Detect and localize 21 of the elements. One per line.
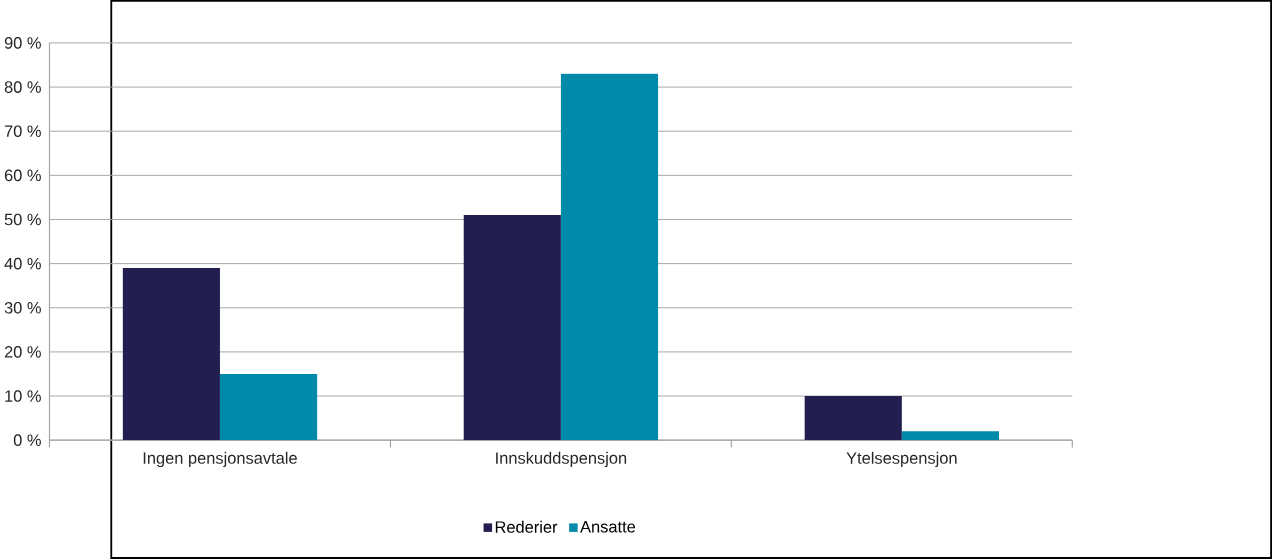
bar: [901, 431, 1000, 441]
bar: [122, 268, 220, 441]
bar: [219, 374, 318, 441]
y-tick-label: 50 %: [4, 213, 41, 226]
x-tick-label: Innskuddspensjon: [496, 451, 627, 468]
bar: [804, 396, 902, 441]
bar: [463, 215, 561, 441]
y-tick-label: 80 %: [4, 81, 41, 93]
x-tick-label: Ingen pensjonsavtale: [143, 451, 297, 468]
y-tick-label: 30 %: [4, 302, 41, 314]
x-tick-label: Ytelsespensjon: [846, 451, 957, 468]
y-tick-label: 70 %: [4, 125, 41, 138]
legend-label: Ansatte: [580, 521, 636, 533]
y-tick-label: 10 %: [5, 390, 41, 402]
y-tick-label: 40 %: [4, 257, 41, 270]
legend-label: Rederier: [495, 520, 558, 533]
y-tick-label: 0 %: [13, 434, 41, 447]
y-tick-label: 20 %: [4, 346, 41, 358]
y-tick-label: 90 %: [4, 37, 41, 49]
bar: [560, 73, 659, 441]
y-tick-label: 60 %: [4, 169, 41, 182]
